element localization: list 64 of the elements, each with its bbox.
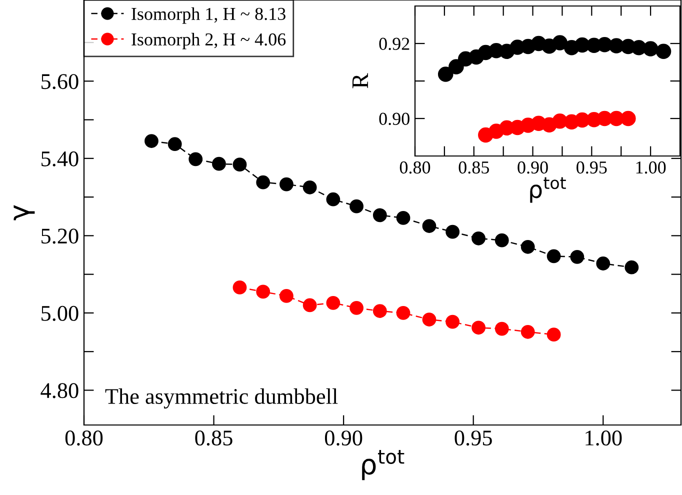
point [144,134,158,148]
point [520,240,535,254]
point [472,231,486,246]
y-tick-label: 5.40 [42,151,78,166]
point [168,137,182,152]
x-tick-label: 1.00 [636,161,666,174]
point [446,314,460,329]
point [232,280,247,294]
point [256,284,270,299]
point [396,306,410,320]
point [520,324,535,339]
point [546,328,561,342]
point [494,322,509,336]
x-tick-label: 0.80 [65,430,103,446]
point [596,256,610,270]
point [372,304,387,318]
point [232,158,247,172]
point [302,180,317,194]
point [570,250,584,264]
point [472,320,486,335]
y-tick-label: 5.20 [42,228,78,244]
point [552,35,568,50]
x-tick-label: 0.90 [324,430,362,446]
point [422,312,436,326]
point [326,296,340,310]
y-tick-label: 0.92 [379,38,410,50]
legend-label: Isomorph 1, H ~ 8.13 [132,7,286,24]
x-axis-title: ρ$^{tot}$ [530,177,566,203]
point [280,289,294,303]
point [624,260,639,274]
x-tick-label: 0.90 [518,161,548,174]
point [350,199,364,214]
x-tick-label: 0.85 [458,161,489,174]
x-tick-label: 0.95 [576,161,607,174]
point [642,41,658,56]
x-tick-label: 0.95 [454,430,492,446]
point [396,210,410,225]
x-tick-label: 0.85 [195,430,232,446]
x-tick-label: 0.80 [400,161,430,174]
point [212,156,226,171]
y-axis-title: R [352,73,368,88]
point [448,59,464,74]
y-tick-label: 4.80 [40,383,78,398]
point [372,208,387,222]
point [446,224,460,239]
annotation: The asymmetric dumbbell [105,388,338,409]
point [494,233,509,248]
x-axis-title: ρ$^{tot}$ [362,450,404,480]
point [302,298,317,312]
y-tick-label: 5.60 [42,74,78,90]
point [656,44,672,60]
point [546,249,561,264]
point [438,66,454,82]
point [188,152,203,166]
point [326,192,340,206]
y-tick-label: 5.00 [42,306,78,321]
legend-label: Isomorph 2, H ~ 4.06 [132,32,286,50]
point [256,175,270,190]
point [422,219,436,233]
point [620,110,636,126]
y-axis-title: γ [14,205,35,220]
x-tick-label: 1.00 [586,430,622,446]
point [280,177,294,192]
point [350,300,364,315]
